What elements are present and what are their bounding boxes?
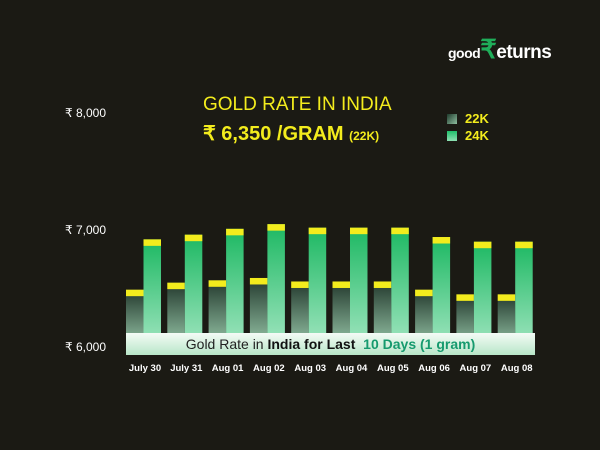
caption-highlight: 10 Days (1 gram) [363, 336, 476, 352]
bar-cap [332, 281, 350, 288]
bar-24k [432, 237, 451, 355]
goodreturns-logo: good₹eturns [448, 34, 552, 65]
x-tick: July 30 [128, 363, 162, 374]
bar-cap [208, 280, 227, 287]
bar-cap [350, 227, 368, 235]
bar-cap [249, 277, 268, 285]
x-tick: Aug 07 [459, 363, 492, 374]
y-tick: ₹ 7,000 [65, 223, 106, 237]
legend-swatch-24k [447, 131, 457, 141]
bar-cap [267, 224, 285, 231]
bar-cap [456, 294, 474, 301]
bar-24k [350, 227, 368, 355]
logo-text: good [448, 45, 481, 61]
bar-24k [515, 241, 533, 355]
x-tick: Aug 01 [211, 363, 244, 374]
x-tick: July 31 [170, 363, 203, 374]
bar-cap [126, 289, 144, 297]
legend-22k: 22K [465, 111, 489, 126]
bar-cap [291, 281, 309, 288]
bar-cap [432, 237, 451, 244]
caption-text: Gold Rate in [185, 336, 268, 352]
bar-cap [373, 281, 392, 288]
chart-caption-banner: Gold Rate in India for Last 10 Days (1 g… [126, 333, 535, 355]
bar-cap [497, 294, 516, 301]
x-tick: Aug 08 [500, 363, 533, 374]
bar-cap [226, 228, 244, 236]
caption-bold: India for Last [267, 336, 356, 352]
legend-swatch-22k [447, 114, 457, 124]
bar-cap [308, 227, 327, 235]
bar-24k [473, 241, 492, 355]
price-unit: (22K) [349, 129, 380, 143]
price-headline: ₹ 6,350 /GRAM (22K) [203, 121, 379, 146]
price-value: ₹ 6,350 /GRAM [203, 123, 344, 145]
logo-text: eturns [496, 42, 552, 63]
x-tick: Aug 03 [294, 363, 327, 374]
legend-24k: 24K [465, 128, 489, 143]
bar-cap [184, 234, 203, 242]
bar-24k [143, 239, 161, 355]
bar-24k [391, 227, 409, 355]
page-title: GOLD RATE IN INDIA [203, 94, 392, 115]
bar-cap [515, 241, 533, 249]
bar-cap [415, 289, 433, 297]
y-tick: ₹ 8,000 [65, 106, 106, 120]
bar-24k [226, 228, 244, 355]
bar-24k [184, 234, 203, 355]
y-tick: ₹ 6,000 [65, 340, 106, 354]
bar-24k [267, 224, 285, 355]
bar-cap [473, 241, 492, 249]
bar-cap [167, 282, 185, 290]
bar-cap [143, 239, 161, 246]
bar-cap [391, 227, 409, 235]
x-tick: Aug 04 [335, 363, 368, 374]
x-tick: Aug 02 [253, 363, 285, 374]
bar-24k [308, 227, 327, 355]
logo-rupee: ₹ [480, 34, 497, 64]
x-tick: Aug 05 [376, 363, 409, 374]
x-tick: Aug 06 [418, 363, 450, 374]
